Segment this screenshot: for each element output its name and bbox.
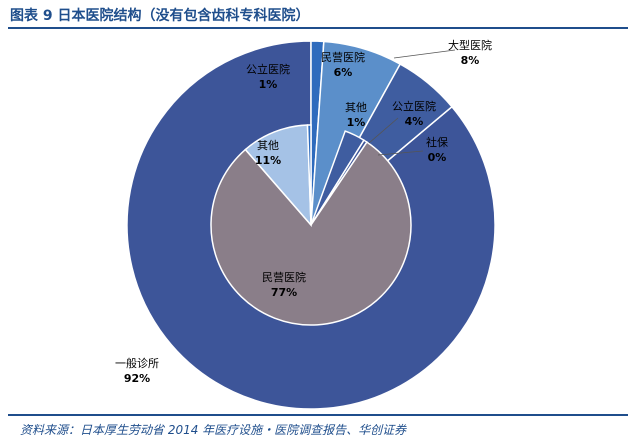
outer-value-3: 92% [124, 372, 150, 385]
inner-slice-3 [244, 124, 312, 228]
inner-value-0: 4% [405, 115, 424, 128]
chart-source: 资料来源：日本厚生劳动省 2014 年医疗设施・医院调查报告、华创证券 [20, 423, 407, 437]
chart-title: 图表 9 日本医院结构（没有包含齿科专科医院） [10, 8, 310, 24]
inner-slice-4 [306, 124, 312, 226]
outer-label-2: 大型医院 [448, 38, 492, 52]
outer-leader-2 [393, 49, 456, 59]
inner-label-1: 社保 [426, 135, 448, 149]
leader-lines [368, 49, 456, 156]
title-rule [8, 27, 628, 29]
inner-value-3: 11% [255, 154, 281, 167]
outer-value-1: 6% [334, 66, 353, 79]
inner-label-4: 其他 [345, 101, 367, 114]
inner-leader-1 [377, 150, 424, 156]
outer-value-0: 1% [259, 78, 278, 91]
outer-label-0: 公立医院 [246, 62, 290, 76]
slice-labels: 公立医院 1% 民营医院 6% 大型医院 8% 一般诊所 92% 公立医院 4%社保 0% 民营医院 7… [115, 38, 492, 385]
inner-label-3: 其他 [257, 139, 279, 152]
source-rule [8, 414, 628, 416]
inner-leader-0 [368, 117, 399, 144]
inner-value-2: 77% [271, 286, 297, 299]
inner-label-0: 公立医院 [392, 99, 436, 113]
outer-label-1: 民营医院 [321, 50, 365, 64]
inner-slice-2 [210, 141, 412, 326]
inner-value-1: 0% [428, 151, 447, 164]
inner-label-2: 民营医院 [262, 270, 306, 284]
inner-ring [210, 124, 412, 326]
inner-value-4: 1% [347, 116, 366, 129]
outer-label-3: 一般诊所 [115, 356, 159, 370]
outer-value-2: 8% [461, 54, 480, 67]
